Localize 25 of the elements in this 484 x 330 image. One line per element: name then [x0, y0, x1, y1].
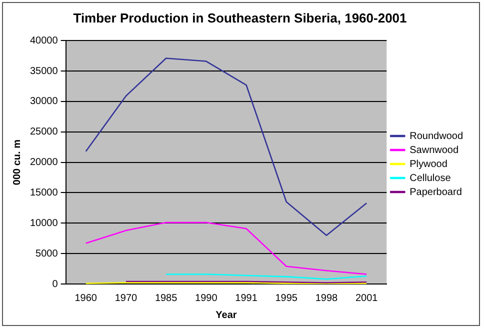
- x-tick-label: 2001: [355, 292, 378, 304]
- legend-label: Paperboard: [410, 186, 462, 198]
- legend-label: Plywood: [410, 158, 448, 170]
- x-tick-label: 1991: [235, 292, 258, 304]
- x-tick-label: 1970: [114, 292, 138, 304]
- y-tick-label: 30000: [30, 96, 58, 108]
- legend-label: Cellulose: [410, 172, 452, 184]
- y-tick-label: 10000: [30, 218, 58, 229]
- y-tick-label: 40000: [30, 35, 58, 46]
- y-tick-label: 5000: [36, 248, 58, 260]
- x-tick-label: 1985: [154, 292, 178, 304]
- x-axis-title: Year: [216, 310, 237, 321]
- y-tick-label: 35000: [30, 66, 58, 77]
- y-tick-label: 15000: [30, 187, 58, 198]
- x-tick-label: 1995: [275, 292, 298, 304]
- x-tick-label: 1990: [195, 292, 218, 304]
- y-tick-label: 20000: [30, 157, 58, 168]
- y-tick-label: 25000: [30, 126, 58, 138]
- x-tick-label: 1960: [74, 292, 98, 304]
- chart-title: Timber Production in Southeastern Siberia, 1960-2001: [73, 10, 407, 26]
- legend-label: Sawnwood: [410, 144, 459, 156]
- y-axis-title: 000 cu. m: [12, 139, 23, 186]
- y-tick-label: 0: [52, 278, 58, 290]
- legend-label: Roundwood: [410, 130, 463, 142]
- x-tick-label: 1998: [315, 292, 338, 304]
